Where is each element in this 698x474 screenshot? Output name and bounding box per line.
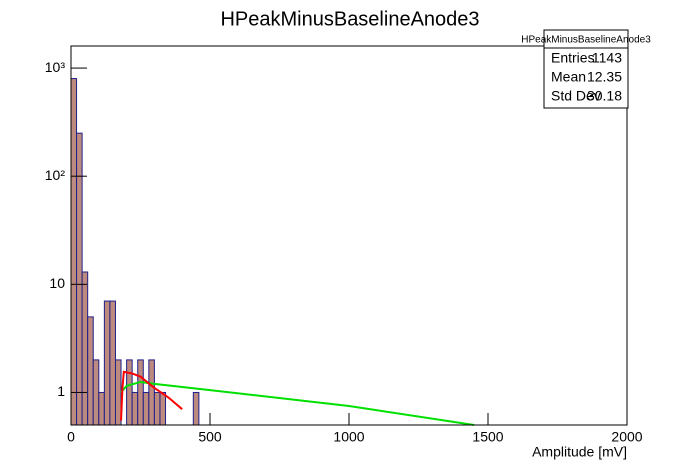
stats-value: 1143 (592, 50, 622, 66)
y-tick-label: 10 (49, 275, 65, 291)
fit-line (120, 380, 475, 426)
bar (142, 391, 150, 426)
y-tick-label: 10² (45, 167, 66, 183)
y-tick-label: 10³ (45, 59, 66, 75)
bar (109, 300, 116, 426)
bar (103, 300, 111, 426)
bar (126, 359, 133, 426)
bar (159, 391, 167, 426)
x-tick-label: 500 (198, 429, 222, 445)
stats-box (543, 29, 629, 109)
bar (114, 359, 122, 426)
bar (70, 78, 78, 426)
bar (153, 391, 161, 426)
x-tick-label: 0 (67, 429, 75, 445)
x-axis-title: Amplitude [mV] (532, 444, 627, 460)
bar (148, 359, 155, 426)
bar (137, 359, 144, 426)
chart-title: HPeakMinusBaselineAnode3 (220, 8, 479, 30)
bar (76, 132, 83, 426)
bar (87, 316, 94, 426)
x-tick-label: 1500 (472, 429, 503, 445)
bar (131, 391, 139, 426)
stats-value: 12.35 (587, 69, 622, 85)
bar (81, 271, 89, 426)
stats-title: HPeakMinusBaselineAnode3 (521, 35, 651, 46)
stats-label: Mean (551, 69, 586, 85)
bar (192, 391, 200, 426)
x-tick-label: 2000 (611, 429, 642, 445)
bar (92, 359, 100, 426)
fit-line (120, 370, 183, 421)
bar (98, 391, 105, 426)
y-tick-label: 1 (57, 383, 65, 399)
stats-label: Std Dev (551, 88, 601, 104)
x-tick-label: 1000 (333, 429, 364, 445)
stats-label: Entries (551, 50, 595, 66)
stats-value: 30.18 (587, 88, 622, 104)
